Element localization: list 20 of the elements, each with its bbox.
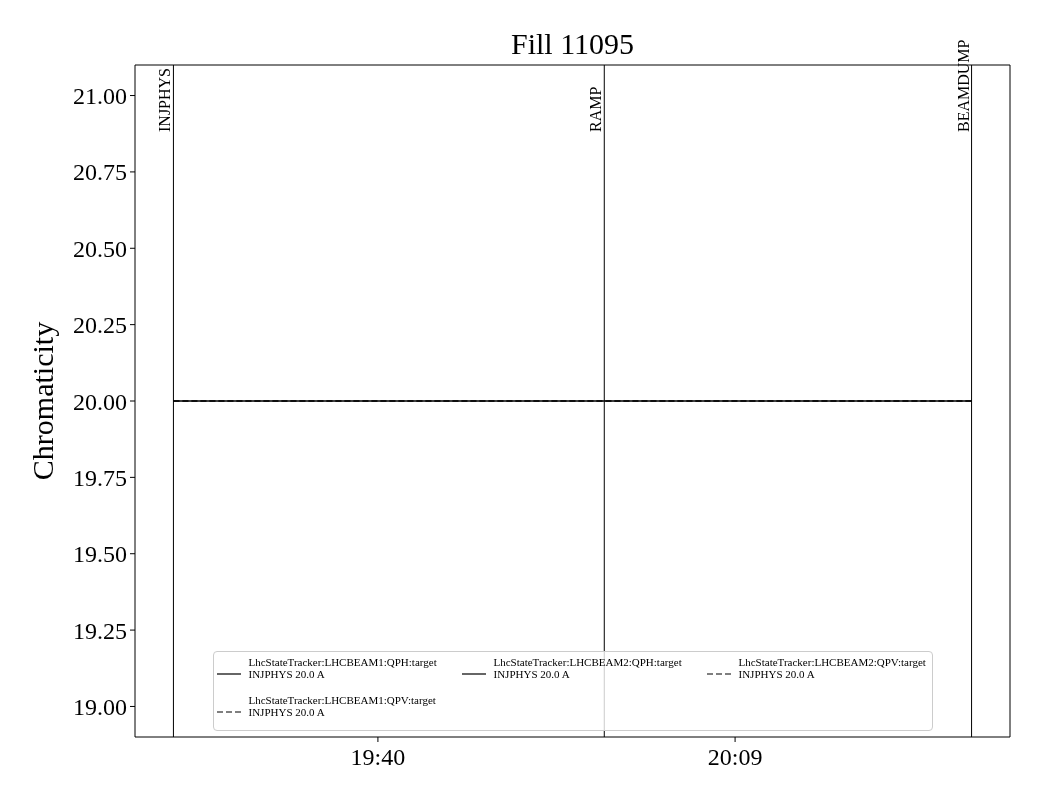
y-tick-label: 21.00 [73,83,127,110]
y-tick-label: 20.25 [73,312,127,339]
legend-label: LhcStateTracker:LHCBEAM2:QPV:target INJPHYS 20.0 A [738,656,926,680]
legend-label: LhcStateTracker:LHCBEAM2:QPH:target INJPHYS 20.0 A [493,656,682,680]
y-axis-title: Chromaticity [25,321,59,481]
y-tick-label: 19.75 [73,464,127,491]
y-tick-label: 20.50 [73,235,127,262]
legend-label: LhcStateTracker:LHCBEAM1:QPV:target INJPHYS 20.0 A [248,694,436,718]
x-tick-label: 19:40 [350,744,406,771]
ref-line-label: INJPHYS [156,67,174,132]
y-tick-label: 19.50 [73,541,127,568]
y-tick-label: 19.25 [73,617,127,644]
y-tick-label: 20.00 [73,388,127,415]
legend-label: LhcStateTracker:LHCBEAM1:QPH:target INJPHYS 20.0 A [248,656,437,680]
chart-title: Fill 11095 [510,27,635,60]
ref-line-label: RAMP [587,86,605,132]
ref-line-label: BEAMDUMP [954,39,972,132]
y-tick-label: 20.75 [73,159,127,186]
y-tick-label: 19.00 [73,693,127,720]
x-tick-label: 20:09 [707,744,763,771]
